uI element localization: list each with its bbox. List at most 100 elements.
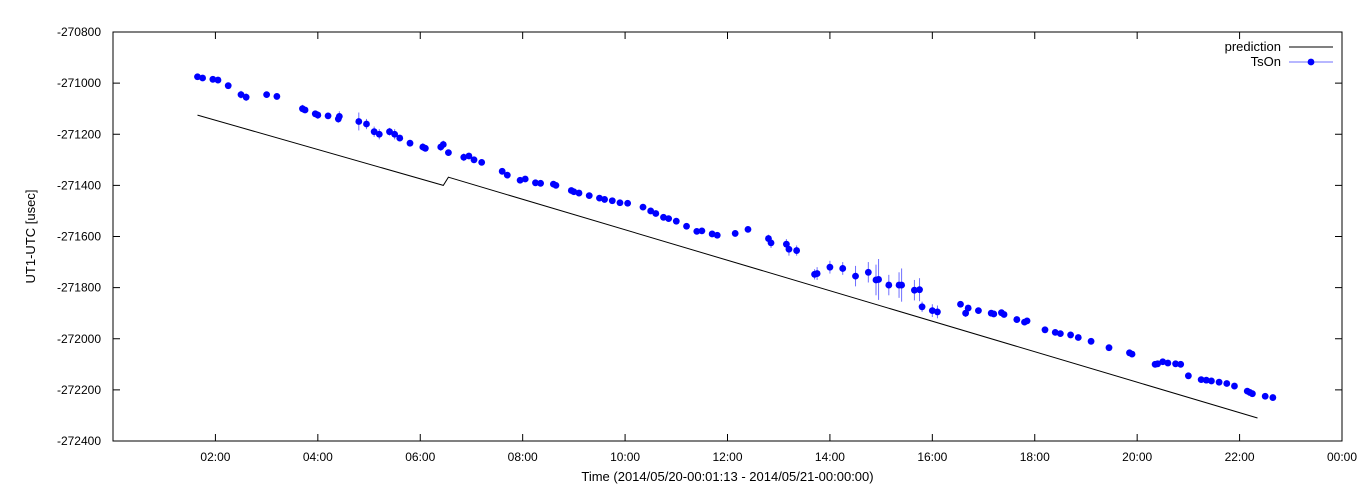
- x-tick-label: 08:00: [508, 450, 538, 464]
- prediction-line: [197, 114, 1258, 419]
- data-point: [445, 149, 452, 157]
- data-point: [698, 227, 706, 235]
- data-point: [1223, 380, 1231, 387]
- data-point: [839, 265, 847, 272]
- data-point: [1215, 378, 1223, 386]
- x-tick-label: 10:00: [610, 450, 640, 464]
- data-point: [386, 128, 393, 136]
- data-point: [652, 210, 660, 217]
- x-tick-label: 20:00: [1122, 450, 1152, 464]
- data-point: [521, 175, 529, 183]
- data-point: [263, 91, 271, 99]
- data-point: [596, 194, 603, 202]
- data-point: [355, 118, 363, 125]
- data-point: [391, 130, 399, 138]
- data-point: [875, 276, 882, 283]
- data-point: [1184, 372, 1192, 380]
- y-tick-label: -271800: [57, 281, 101, 295]
- data-point: [660, 213, 667, 221]
- data-point: [639, 203, 647, 211]
- data-point: [1041, 326, 1049, 334]
- data-point: [962, 309, 970, 317]
- x-axis-title: Time (2014/05/20-00:01:13 - 2014/05/21-0…: [581, 469, 873, 484]
- data-point: [683, 222, 690, 230]
- data-point: [782, 240, 790, 248]
- data-point: [470, 156, 478, 164]
- data-point: [813, 270, 821, 277]
- data-point: [647, 207, 655, 215]
- y-tick-label: -272000: [57, 332, 101, 346]
- data-point: [498, 167, 506, 175]
- data-point: [324, 112, 332, 120]
- data-point: [616, 199, 624, 207]
- data-point: [1105, 344, 1113, 352]
- data-point: [396, 134, 404, 142]
- y-tick-label: -271200: [57, 127, 101, 141]
- data-point: [1067, 331, 1074, 339]
- data-point: [1051, 328, 1059, 336]
- data-point: [301, 106, 309, 114]
- data-point: [406, 139, 414, 147]
- y-axis-title: UT1-UTC [usec]: [23, 190, 38, 284]
- legend-prediction-label: prediction: [1225, 39, 1281, 54]
- data-point: [335, 112, 343, 120]
- data-point: [918, 303, 926, 311]
- data-point: [665, 215, 673, 223]
- data-point: [1128, 350, 1136, 358]
- y-tick-label: -271600: [57, 230, 101, 244]
- data-point: [224, 82, 232, 90]
- data-point: [826, 263, 834, 271]
- data-point: [898, 281, 906, 289]
- y-tick-label: -271400: [57, 178, 101, 192]
- data-point: [731, 230, 739, 237]
- data-point: [1087, 337, 1095, 345]
- data-point: [767, 239, 775, 247]
- legend-tson-marker: [1307, 58, 1315, 66]
- data-point: [1261, 392, 1269, 400]
- plot-frame: [112, 31, 1343, 442]
- data-point: [708, 230, 716, 238]
- y-tick-label: -271000: [57, 76, 101, 90]
- data-point: [1269, 394, 1277, 401]
- y-tick-label: -270800: [57, 25, 101, 39]
- data-point: [552, 181, 560, 189]
- data-point: [1013, 316, 1021, 323]
- data-point: [1248, 390, 1256, 398]
- data-point: [964, 304, 972, 312]
- data-point: [570, 188, 578, 196]
- data-point: [916, 286, 923, 294]
- data-point: [421, 144, 429, 152]
- data-point: [934, 308, 941, 316]
- data-point: [990, 310, 998, 318]
- x-tick-label: 22:00: [1225, 450, 1255, 464]
- data-point: [1074, 334, 1082, 341]
- x-tick-label: 06:00: [405, 450, 435, 464]
- data-point: [1023, 317, 1031, 325]
- data-point: [209, 75, 217, 83]
- data-point: [242, 93, 250, 101]
- data-point: [363, 120, 370, 128]
- legend: prediction TsOn: [1225, 39, 1333, 69]
- data-point: [503, 171, 511, 179]
- data-point: [1172, 360, 1179, 368]
- data-point: [975, 307, 982, 315]
- data-point: [314, 111, 322, 119]
- data-point: [785, 245, 793, 253]
- data-point: [624, 199, 632, 207]
- data-point: [237, 91, 245, 99]
- data-point: [516, 176, 524, 184]
- data-point: [214, 76, 222, 84]
- x-tick-label: 04:00: [303, 450, 333, 464]
- data-point: [957, 300, 964, 308]
- tson-series: [194, 73, 1277, 401]
- data-point: [1208, 377, 1215, 385]
- prediction-series: [197, 114, 1258, 419]
- legend-tson-label: TsOn: [1251, 54, 1281, 69]
- data-point: [370, 128, 378, 136]
- x-tick-label: 12:00: [712, 450, 742, 464]
- data-point: [793, 247, 801, 254]
- x-tick-label: 18:00: [1020, 450, 1050, 464]
- data-point: [375, 130, 383, 138]
- data-point: [852, 272, 859, 280]
- x-tick-label: 14:00: [815, 450, 845, 464]
